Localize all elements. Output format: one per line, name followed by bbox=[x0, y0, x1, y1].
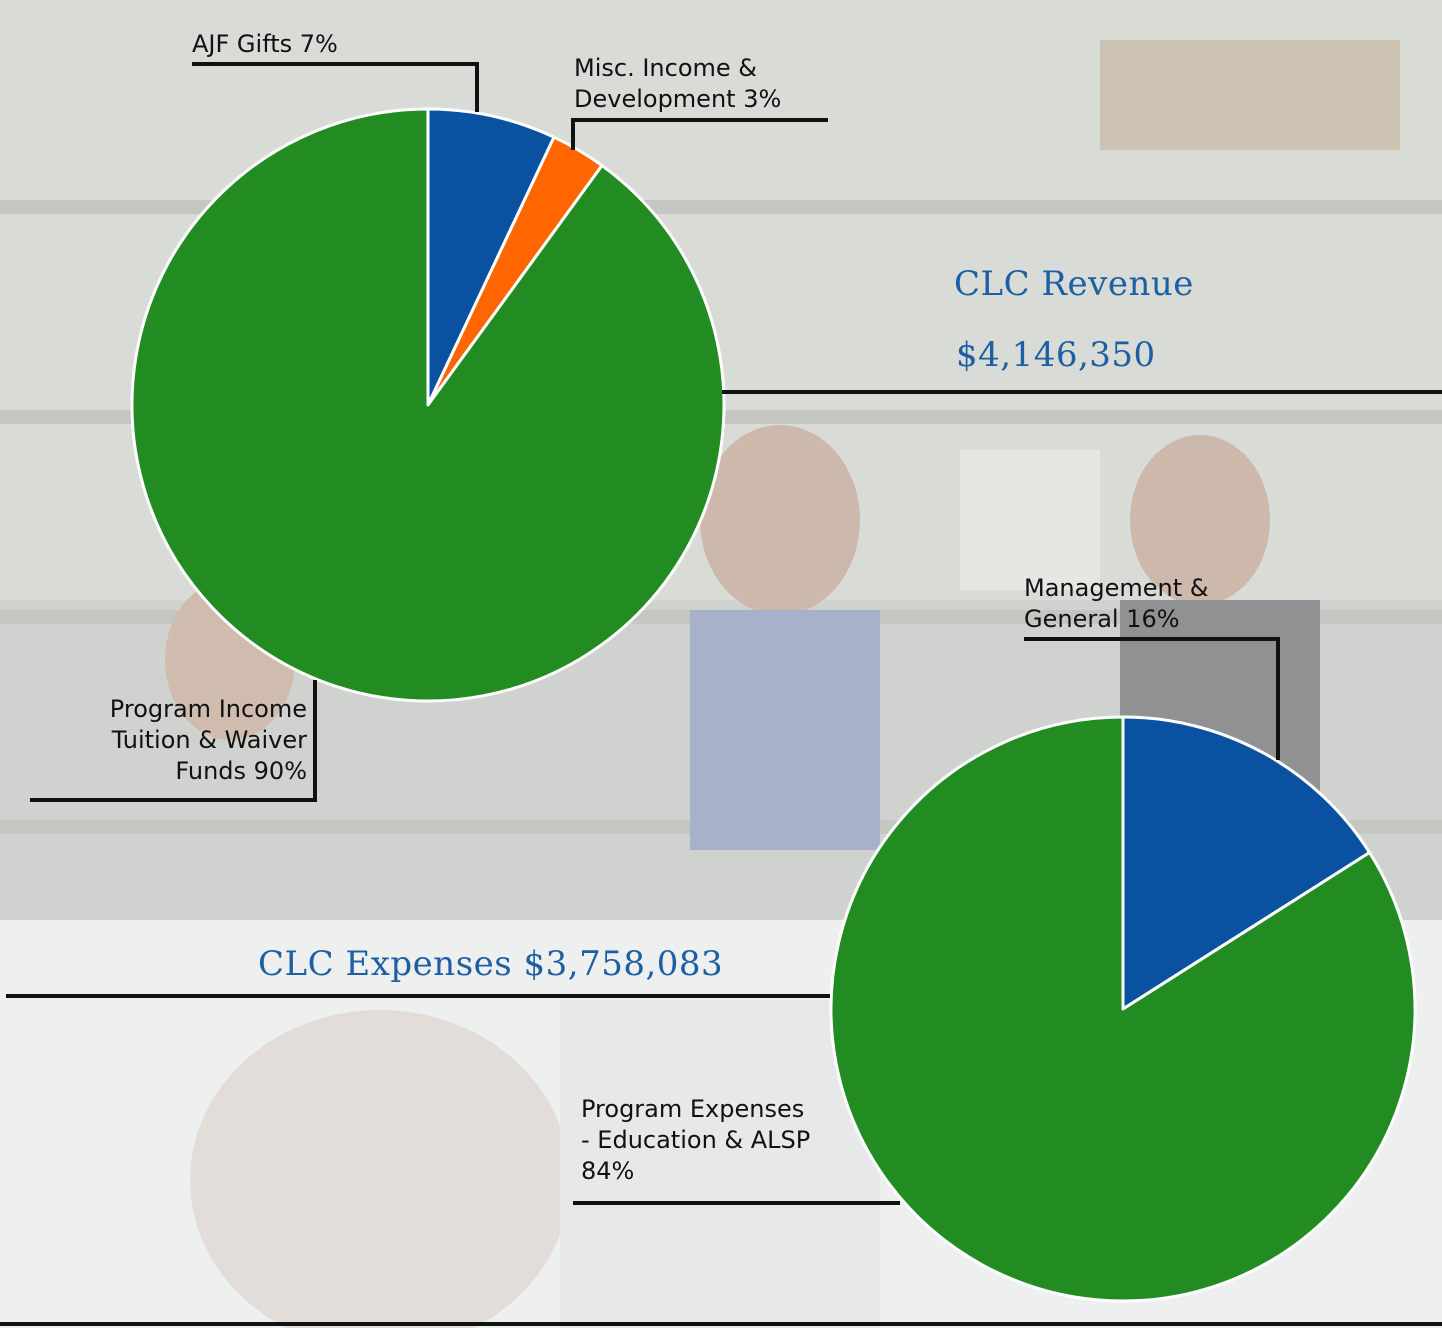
pie-slice-ajf-gifts bbox=[426, 107, 556, 407]
revenue-title: CLC Revenue bbox=[954, 264, 1194, 304]
expenses-pie-chart bbox=[829, 715, 1417, 1303]
management-leader-line bbox=[1024, 637, 1280, 760]
ajf-leader-line bbox=[192, 62, 479, 112]
expenses-rule bbox=[6, 994, 830, 998]
revenue-pie-chart bbox=[130, 107, 726, 703]
bottom-rule bbox=[0, 1322, 1442, 1326]
program-income-label-line1: Program Income bbox=[109, 695, 307, 723]
misc-income-label-line2: Development 3% bbox=[574, 85, 782, 113]
management-label-line2: General 16% bbox=[1024, 605, 1180, 633]
pie-slice-program-income-tuition-waiver-funds bbox=[130, 107, 726, 703]
pie-slice-management-general bbox=[1121, 715, 1372, 1011]
management-label-line1: Management & bbox=[1024, 574, 1209, 602]
program-expenses-label-line3: 84% bbox=[581, 1157, 635, 1185]
misc-leader-line bbox=[571, 118, 828, 150]
program-expenses-label-line2: - Education & ALSP bbox=[581, 1126, 811, 1154]
program-income-label-line2: Tuition & Waiver bbox=[111, 726, 307, 754]
ajf-gifts-label: AJF Gifts 7% bbox=[192, 30, 338, 58]
revenue-rule bbox=[722, 390, 1442, 394]
misc-income-label-line1: Misc. Income & bbox=[574, 54, 757, 82]
pie-slice-program-expenses-education-alsp bbox=[829, 715, 1417, 1303]
program-income-leader-line bbox=[30, 680, 317, 802]
program-expenses-label-line1: Program Expenses bbox=[581, 1095, 805, 1123]
revenue-total: $4,146,350 bbox=[956, 335, 1156, 375]
program-income-label-line3: Funds 90% bbox=[175, 757, 307, 785]
expenses-title: CLC Expenses $3,758,083 bbox=[258, 944, 724, 984]
